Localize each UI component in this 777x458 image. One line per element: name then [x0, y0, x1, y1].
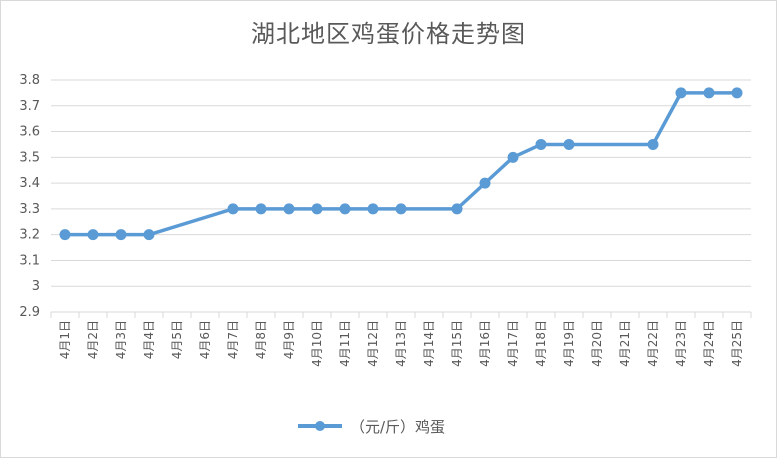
x-tick-label: 4月17日	[506, 320, 520, 367]
x-tick-label: 4月2日	[86, 320, 100, 359]
x-tick-label: 4月6日	[198, 320, 212, 359]
data-point	[731, 87, 743, 99]
series-line	[65, 91, 737, 237]
y-tick-label: 3.2	[19, 228, 40, 243]
x-tick-label: 4月9日	[282, 320, 296, 359]
data-point	[59, 229, 71, 241]
x-tick-label: 4月25日	[730, 320, 744, 367]
y-tick-label: 2.9	[19, 305, 40, 320]
x-tick-label: 4月19日	[562, 320, 576, 367]
data-point	[395, 203, 407, 215]
data-point	[535, 138, 547, 150]
data-point	[143, 229, 155, 241]
data-point	[339, 203, 351, 215]
x-tick-label: 4月21日	[618, 320, 632, 367]
x-tick-label: 4月12日	[366, 320, 380, 367]
x-tick-label: 4月5日	[170, 320, 184, 359]
data-point	[703, 87, 715, 99]
data-point	[255, 203, 267, 215]
x-tick-label: 4月16日	[478, 320, 492, 367]
x-tick-label: 4月11日	[338, 320, 352, 367]
data-point	[479, 177, 491, 189]
data-point	[451, 203, 463, 215]
legend: （元/斤）鸡蛋	[298, 412, 445, 440]
legend-swatch-icon	[298, 421, 342, 431]
y-tick-label: 3.8	[19, 73, 40, 88]
y-tick-label: 3.1	[19, 253, 40, 268]
x-tick-label: 4月3日	[114, 320, 128, 359]
x-tick-label: 4月13日	[394, 320, 408, 367]
y-tick-label: 3.7	[19, 99, 40, 114]
y-tick-label: 3.3	[19, 202, 40, 217]
x-tick-label: 4月1日	[58, 320, 72, 359]
data-point	[507, 151, 519, 163]
x-tick-label: 4月10日	[310, 320, 324, 367]
gridlines	[51, 79, 751, 313]
y-tick-label: 3.6	[19, 125, 40, 140]
x-tick-label: 4月22日	[646, 320, 660, 367]
chart-title: 湖北地区鸡蛋价格走势图	[251, 20, 526, 48]
x-tick-label: 4月23日	[674, 320, 688, 367]
x-axis-ticks: 4月1日 4月2日 4月3日 4月4日 4月5日 4月6日 4月7日 4月8日 4月9日 4月10…	[50, 312, 752, 367]
data-point	[563, 138, 575, 150]
data-point	[367, 203, 379, 215]
x-tick-label: 4月18日	[534, 320, 548, 367]
data-point	[227, 203, 239, 215]
y-tick-label: 3	[32, 279, 40, 294]
data-point	[283, 203, 295, 215]
data-point	[87, 229, 99, 241]
y-axis-ticks: 2.9 3 3.1 3.2 3.3 3.4 3.5 3.6 3.7 3.8	[19, 73, 40, 320]
x-tick-label: 4月20日	[590, 320, 604, 367]
x-tick-label: 4月14日	[422, 320, 436, 367]
x-tick-label: 4月7日	[226, 320, 240, 359]
series-points-layer	[59, 87, 743, 241]
data-point	[311, 203, 323, 215]
series-line-layer	[65, 91, 737, 237]
data-point	[647, 138, 659, 150]
x-tick-label: 4月4日	[142, 320, 156, 359]
y-tick-label: 3.5	[19, 150, 40, 165]
legend-label: （元/斤）鸡蛋	[350, 417, 446, 436]
data-point	[115, 229, 127, 241]
y-tick-label: 3.4	[19, 176, 40, 191]
x-tick-label: 4月24日	[702, 320, 716, 367]
data-point	[675, 87, 687, 99]
x-tick-label: 4月15日	[450, 320, 464, 367]
x-tick-label: 4月8日	[254, 320, 268, 359]
